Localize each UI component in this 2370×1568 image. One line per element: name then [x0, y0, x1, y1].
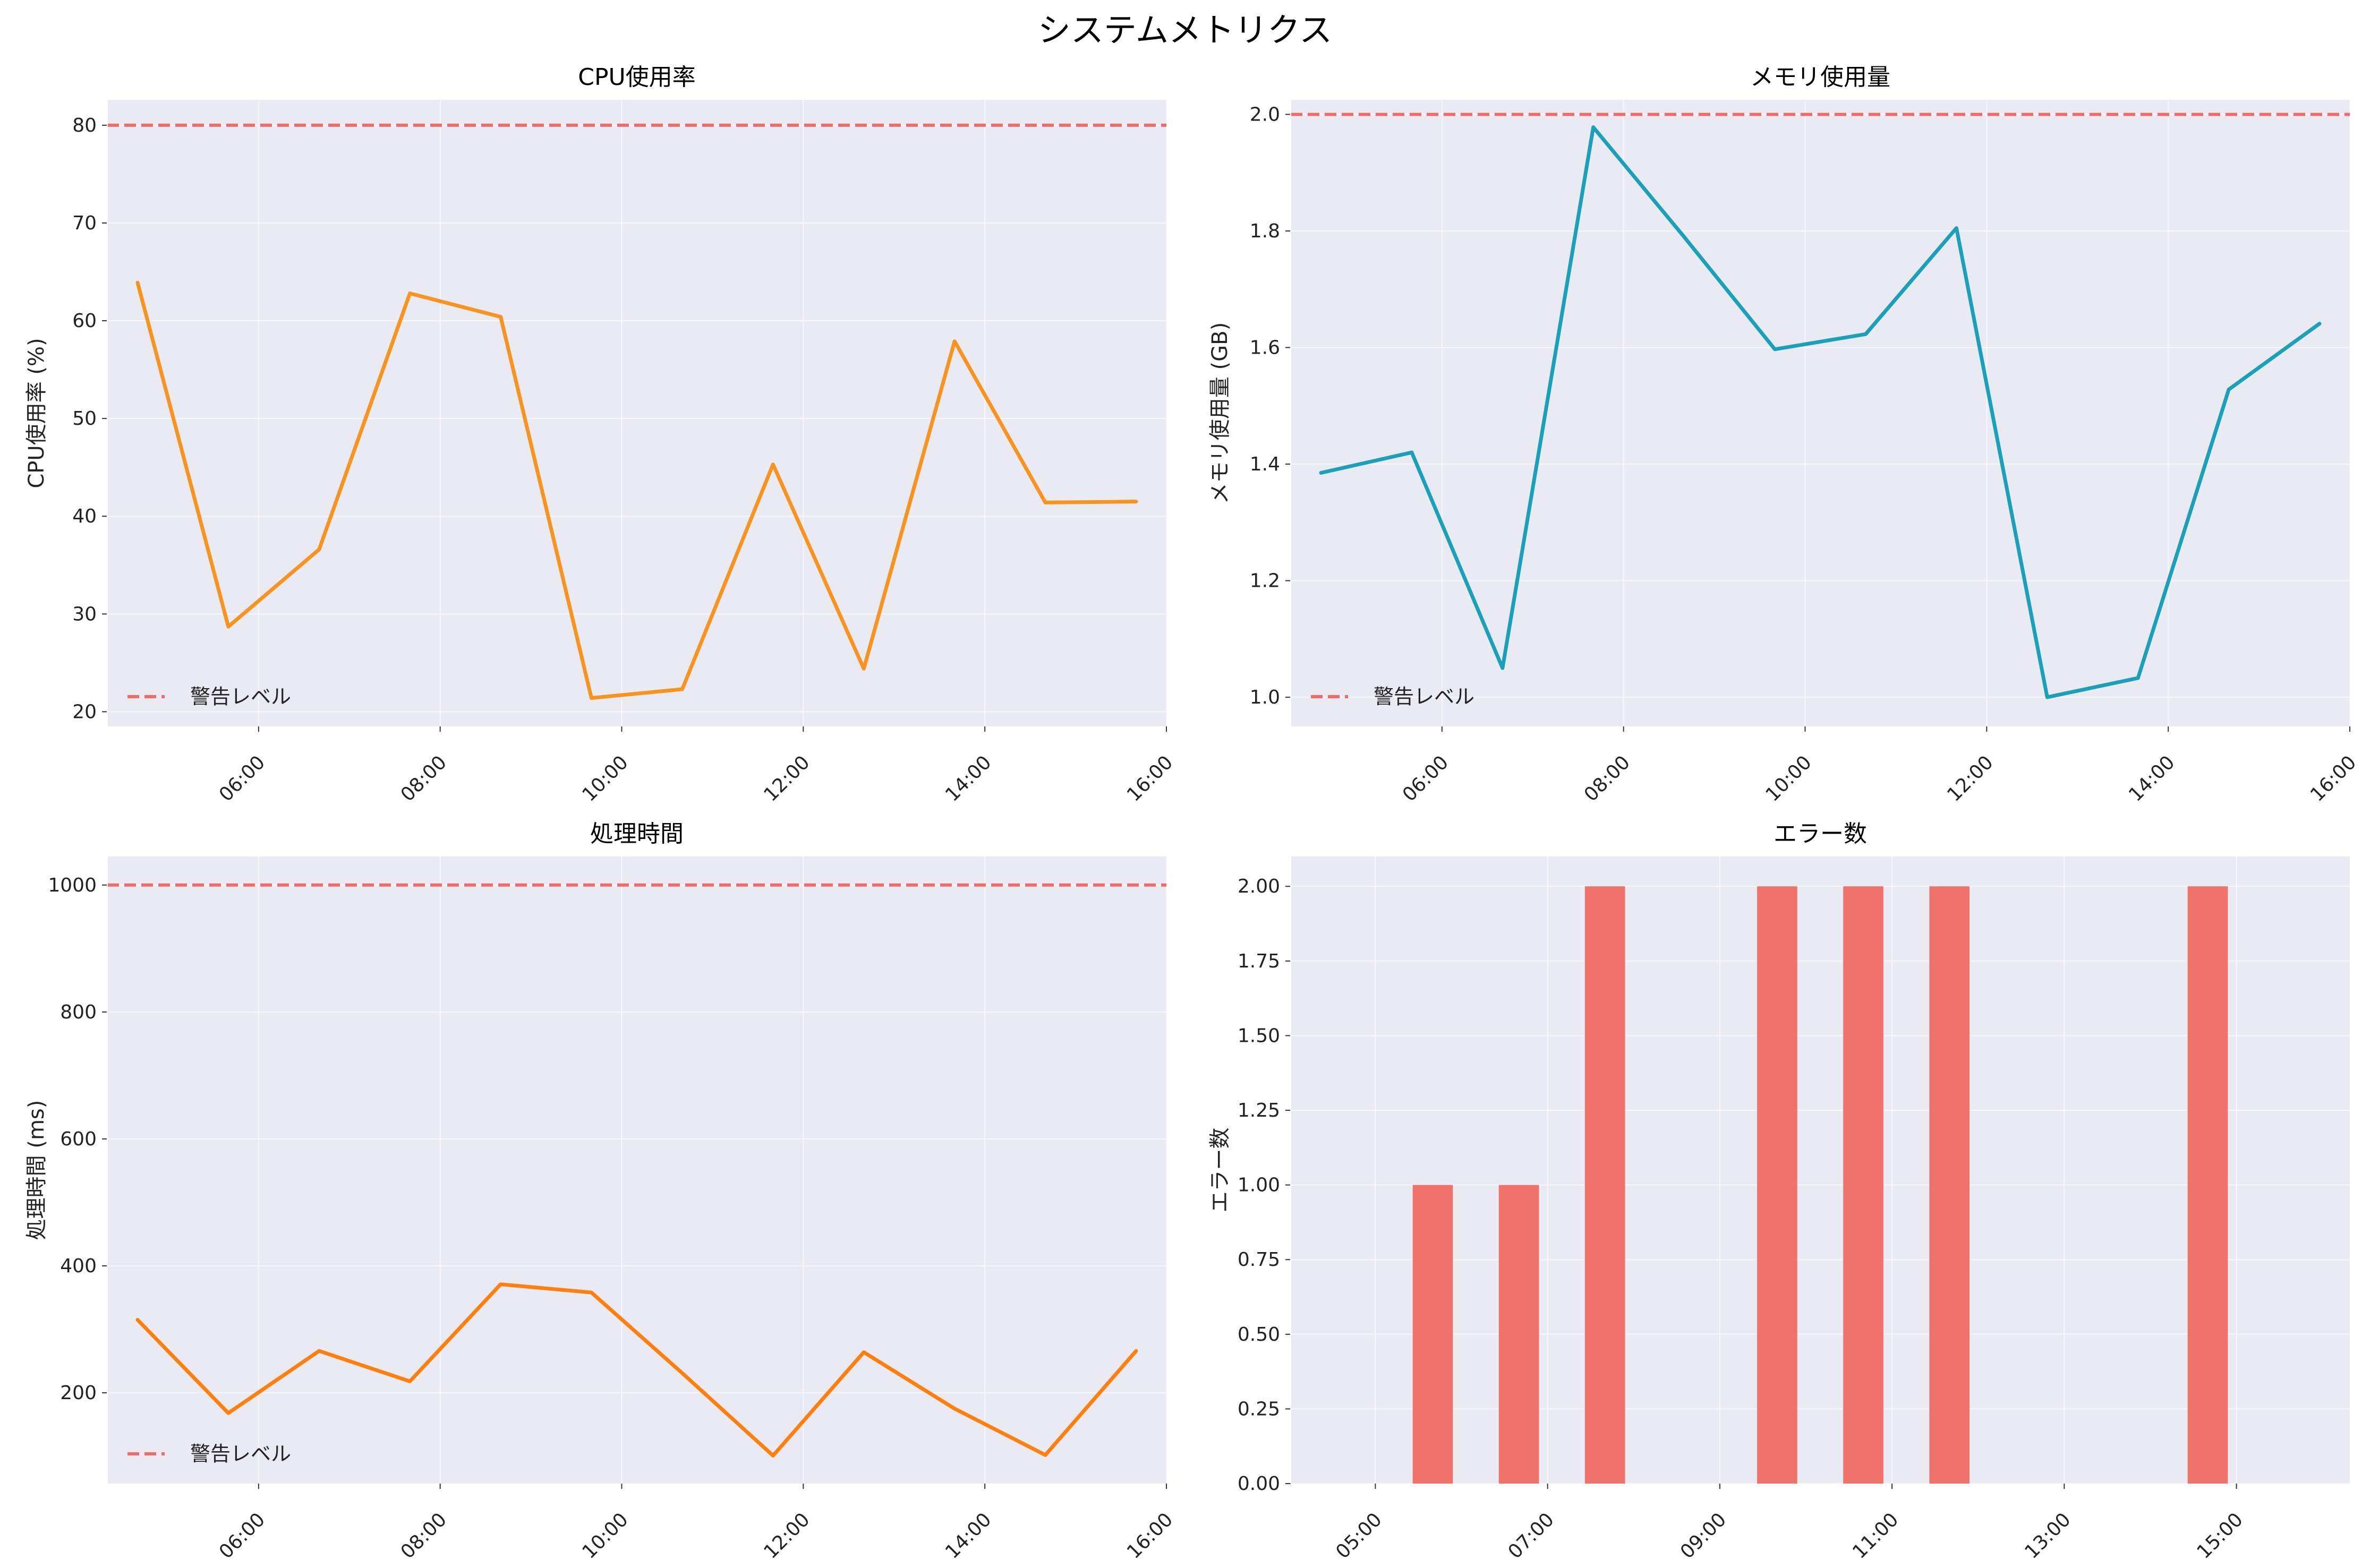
- processing-xtick-label: 08:00: [397, 1509, 451, 1563]
- memory-xtick-label: 10:00: [1762, 751, 1816, 806]
- processing-ytick-label: 800: [60, 1001, 97, 1023]
- errors-ytick-label: 0.25: [1238, 1398, 1280, 1420]
- cpu-legend-label: 警告レベル: [190, 685, 291, 708]
- memory-title: メモリ使用量: [1750, 64, 1890, 91]
- memory-legend-label: 警告レベル: [1374, 685, 1474, 708]
- errors-ytick-label: 0.00: [1238, 1473, 1280, 1495]
- memory-ytick-label: 1.8: [1250, 220, 1280, 242]
- cpu-usage-panel: CPU使用率 20 30 40 50 60 70 80 06:00 08:00 10:00 12:00…: [24, 64, 1177, 806]
- memory-ytick-label: 2.0: [1250, 104, 1280, 125]
- processing-ytick-label: 1000: [48, 875, 97, 896]
- cpu-xtick-label: 10:00: [578, 751, 633, 806]
- processing-xtick-label: 10:00: [578, 1509, 633, 1563]
- errors-ytick-label: 1.50: [1238, 1025, 1280, 1047]
- memory-xtick-label: 14:00: [2125, 751, 2179, 806]
- errors-title: エラー数: [1774, 820, 1867, 847]
- errors-bar-11:40: [1929, 886, 1970, 1484]
- memory-plot-area: [1291, 100, 2350, 726]
- memory-ytick-label: 1.4: [1250, 453, 1280, 475]
- processing-legend-label: 警告レベル: [190, 1442, 291, 1466]
- cpu-xtick-label: 12:00: [760, 751, 814, 806]
- processing-title: 処理時間: [590, 820, 684, 847]
- errors-bar-05:40: [1412, 1185, 1453, 1484]
- processing-xtick-label: 16:00: [1123, 1509, 1177, 1563]
- errors-ytick-label: 1.25: [1238, 1100, 1280, 1121]
- processing-xtick-label: 06:00: [215, 1509, 269, 1563]
- errors-xtick-label: 15:00: [2193, 1509, 2247, 1563]
- errors-xtick-label: 07:00: [1504, 1509, 1558, 1563]
- errors-bar-09:40: [1757, 886, 1797, 1484]
- errors-xtick-label: 11:00: [1848, 1509, 1903, 1563]
- memory-ytick-label: 1.0: [1250, 687, 1280, 708]
- cpu-ytick-label: 80: [72, 115, 97, 136]
- memory-series-line: [1319, 125, 2322, 699]
- cpu-ytick-label: 60: [72, 310, 97, 332]
- memory-xtick-label: 06:00: [1399, 751, 1453, 806]
- errors-ylabel: エラー数: [1208, 1128, 1232, 1213]
- errors-xtick-label: 09:00: [1676, 1509, 1730, 1563]
- cpu-series-line: [135, 280, 1138, 700]
- cpu-xtick-label: 06:00: [215, 751, 269, 806]
- errors-ytick-label: 0.75: [1238, 1249, 1280, 1271]
- cpu-ytick-label: 20: [72, 701, 97, 723]
- errors-bar-06:40: [1498, 1185, 1539, 1484]
- errors-ytick-label: 1.00: [1238, 1175, 1280, 1196]
- figure-title: システムメトリクス: [1038, 11, 1332, 49]
- errors-bar-14:40: [2187, 886, 2228, 1484]
- cpu-ytick-label: 30: [72, 603, 97, 625]
- memory-xtick-label: 08:00: [1580, 751, 1634, 806]
- processing-plot-area: [107, 856, 1166, 1484]
- errors-ytick-label: 0.50: [1238, 1324, 1280, 1346]
- processing-ytick-label: 200: [60, 1382, 97, 1404]
- processing-ytick-label: 600: [60, 1128, 97, 1150]
- cpu-xtick-label: 16:00: [1123, 751, 1177, 806]
- processing-ylabel: 処理時間 (ms): [24, 1100, 49, 1240]
- errors-ytick-label: 1.75: [1238, 950, 1280, 972]
- errors-xtick-label: 13:00: [2021, 1509, 2075, 1563]
- errors-ytick-label: 2.00: [1238, 876, 1280, 897]
- error-count-panel: エラー数 0.00 0.25 0.50 0.75 1.00 1.25 1.50 1.75 2.00…: [1208, 820, 2350, 1563]
- memory-ytick-label: 1.6: [1250, 337, 1280, 359]
- cpu-xtick-label: 14:00: [941, 751, 995, 806]
- errors-xtick-label: 05:00: [1332, 1509, 1386, 1563]
- memory-xtick-label: 16:00: [2306, 751, 2360, 806]
- cpu-ytick-label: 40: [72, 505, 97, 527]
- cpu-ytick-label: 50: [72, 408, 97, 430]
- processing-series-line: [135, 1282, 1138, 1458]
- processing-time-panel: 処理時間 200 400 600 800 1000 06:00 08:00 10:00 12:00…: [24, 820, 1177, 1563]
- memory-ylabel: メモリ使用量 (GB): [1208, 322, 1232, 504]
- cpu-xtick-label: 08:00: [397, 751, 451, 806]
- cpu-ylabel: CPU使用率 (%): [24, 338, 49, 488]
- cpu-ytick-label: 70: [72, 212, 97, 234]
- memory-usage-panel: メモリ使用量 1.0 1.2 1.4 1.6 1.8 2.0 06:00 08:00 10:00 1…: [1208, 64, 2360, 806]
- memory-xtick-label: 12:00: [1943, 751, 1997, 806]
- processing-ytick-label: 400: [60, 1255, 97, 1277]
- errors-bar-07:40: [1584, 886, 1625, 1484]
- memory-ytick-label: 1.2: [1250, 570, 1280, 592]
- errors-bar-10:40: [1843, 886, 1883, 1484]
- processing-xtick-label: 14:00: [941, 1509, 995, 1563]
- processing-xtick-label: 12:00: [760, 1509, 814, 1563]
- cpu-title: CPU使用率: [578, 64, 695, 91]
- cpu-plot-area: [107, 100, 1166, 726]
